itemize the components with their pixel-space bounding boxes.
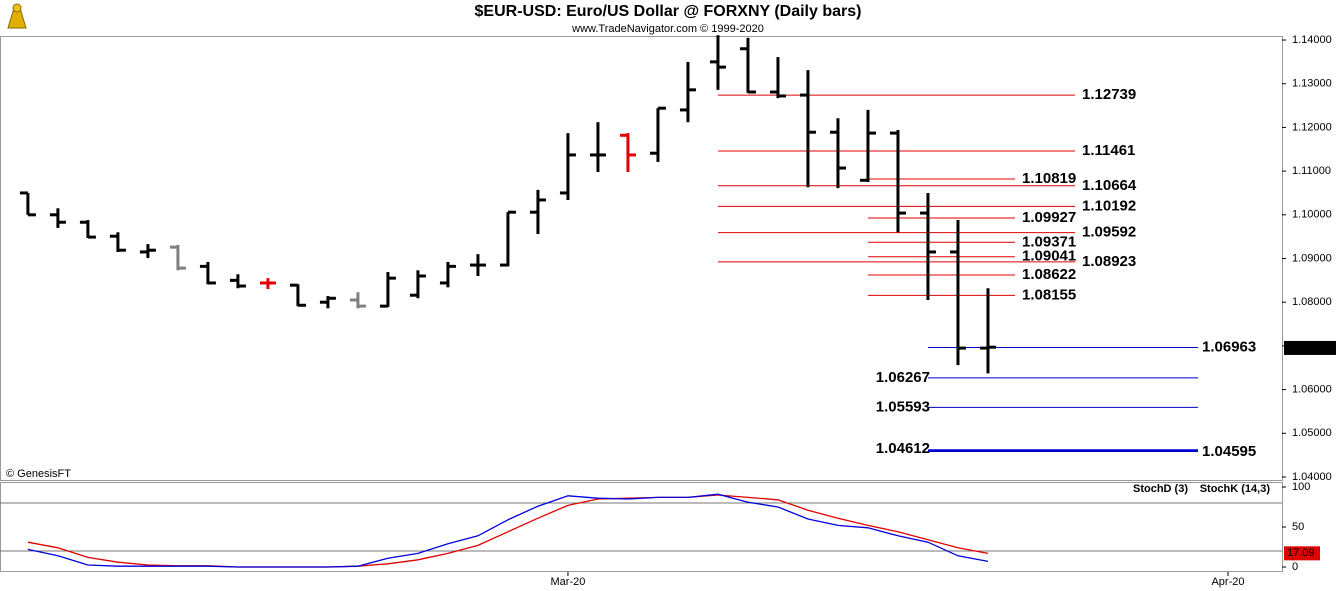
level-label: 1.10819 <box>1022 170 1076 187</box>
level-label: 1.05593 <box>876 398 930 415</box>
level-label: 1.08155 <box>1022 286 1076 303</box>
y-tick-label: 1.13000 <box>1292 78 1332 90</box>
level-label: 1.09927 <box>1022 209 1076 226</box>
y-tick-label: 1.14000 <box>1292 34 1332 46</box>
level-label: 1.11461 <box>1082 142 1135 159</box>
y-tick-label: 1.08000 <box>1292 296 1332 308</box>
level-label: 1.12739 <box>1082 86 1136 103</box>
level-label: 1.10664 <box>1082 177 1137 194</box>
last-value-box <box>1284 546 1320 561</box>
level-label: 1.04612 <box>876 440 930 457</box>
legend-entry: StochK (14,3) <box>1200 483 1271 495</box>
level-label: 1.06267 <box>876 369 930 386</box>
level-label: 1.09592 <box>1082 224 1136 241</box>
last-price-box <box>1284 340 1336 355</box>
last-price-label: 1.06953 <box>1286 342 1326 354</box>
x-tick-label: Apr-20 <box>1211 576 1244 588</box>
level-label: 1.06963 <box>1202 338 1256 355</box>
y-tick-label: 1.12000 <box>1292 121 1332 133</box>
y-tick-label: 100 <box>1292 481 1310 493</box>
level-label: 1.08622 <box>1022 266 1076 283</box>
y-tick-label: 1.04000 <box>1292 471 1332 483</box>
level-label: 1.09041 <box>1022 248 1076 265</box>
y-tick-label: 1.05000 <box>1292 427 1332 439</box>
y-tick-label: 1.09000 <box>1292 252 1332 264</box>
last-value-label: 17.09 <box>1287 547 1315 559</box>
x-tick-label: Mar-20 <box>551 576 586 588</box>
level-label: 1.04595 <box>1202 443 1256 460</box>
y-tick-label: 50 <box>1292 521 1304 533</box>
y-tick-label: 1.10000 <box>1292 209 1332 221</box>
credit: © GenesisFT <box>6 468 71 480</box>
y-tick-label: 1.11000 <box>1292 165 1331 177</box>
level-label: 1.10192 <box>1082 197 1136 214</box>
subtitle: www.TradeNavigator.com © 1999-2020 <box>571 23 764 35</box>
legend-entry: StochD (3) <box>1133 483 1188 495</box>
stoch-line <box>27 493 989 568</box>
y-tick-label: 1.06000 <box>1292 383 1332 395</box>
chart-title: $EUR-USD: Euro/US Dollar @ FORXNY (Daily… <box>475 3 862 20</box>
logo <box>7 3 27 29</box>
level-label: 1.09371 <box>1022 233 1076 250</box>
level-label: 1.08923 <box>1082 253 1136 270</box>
y-tick-label: 0 <box>1292 561 1298 573</box>
